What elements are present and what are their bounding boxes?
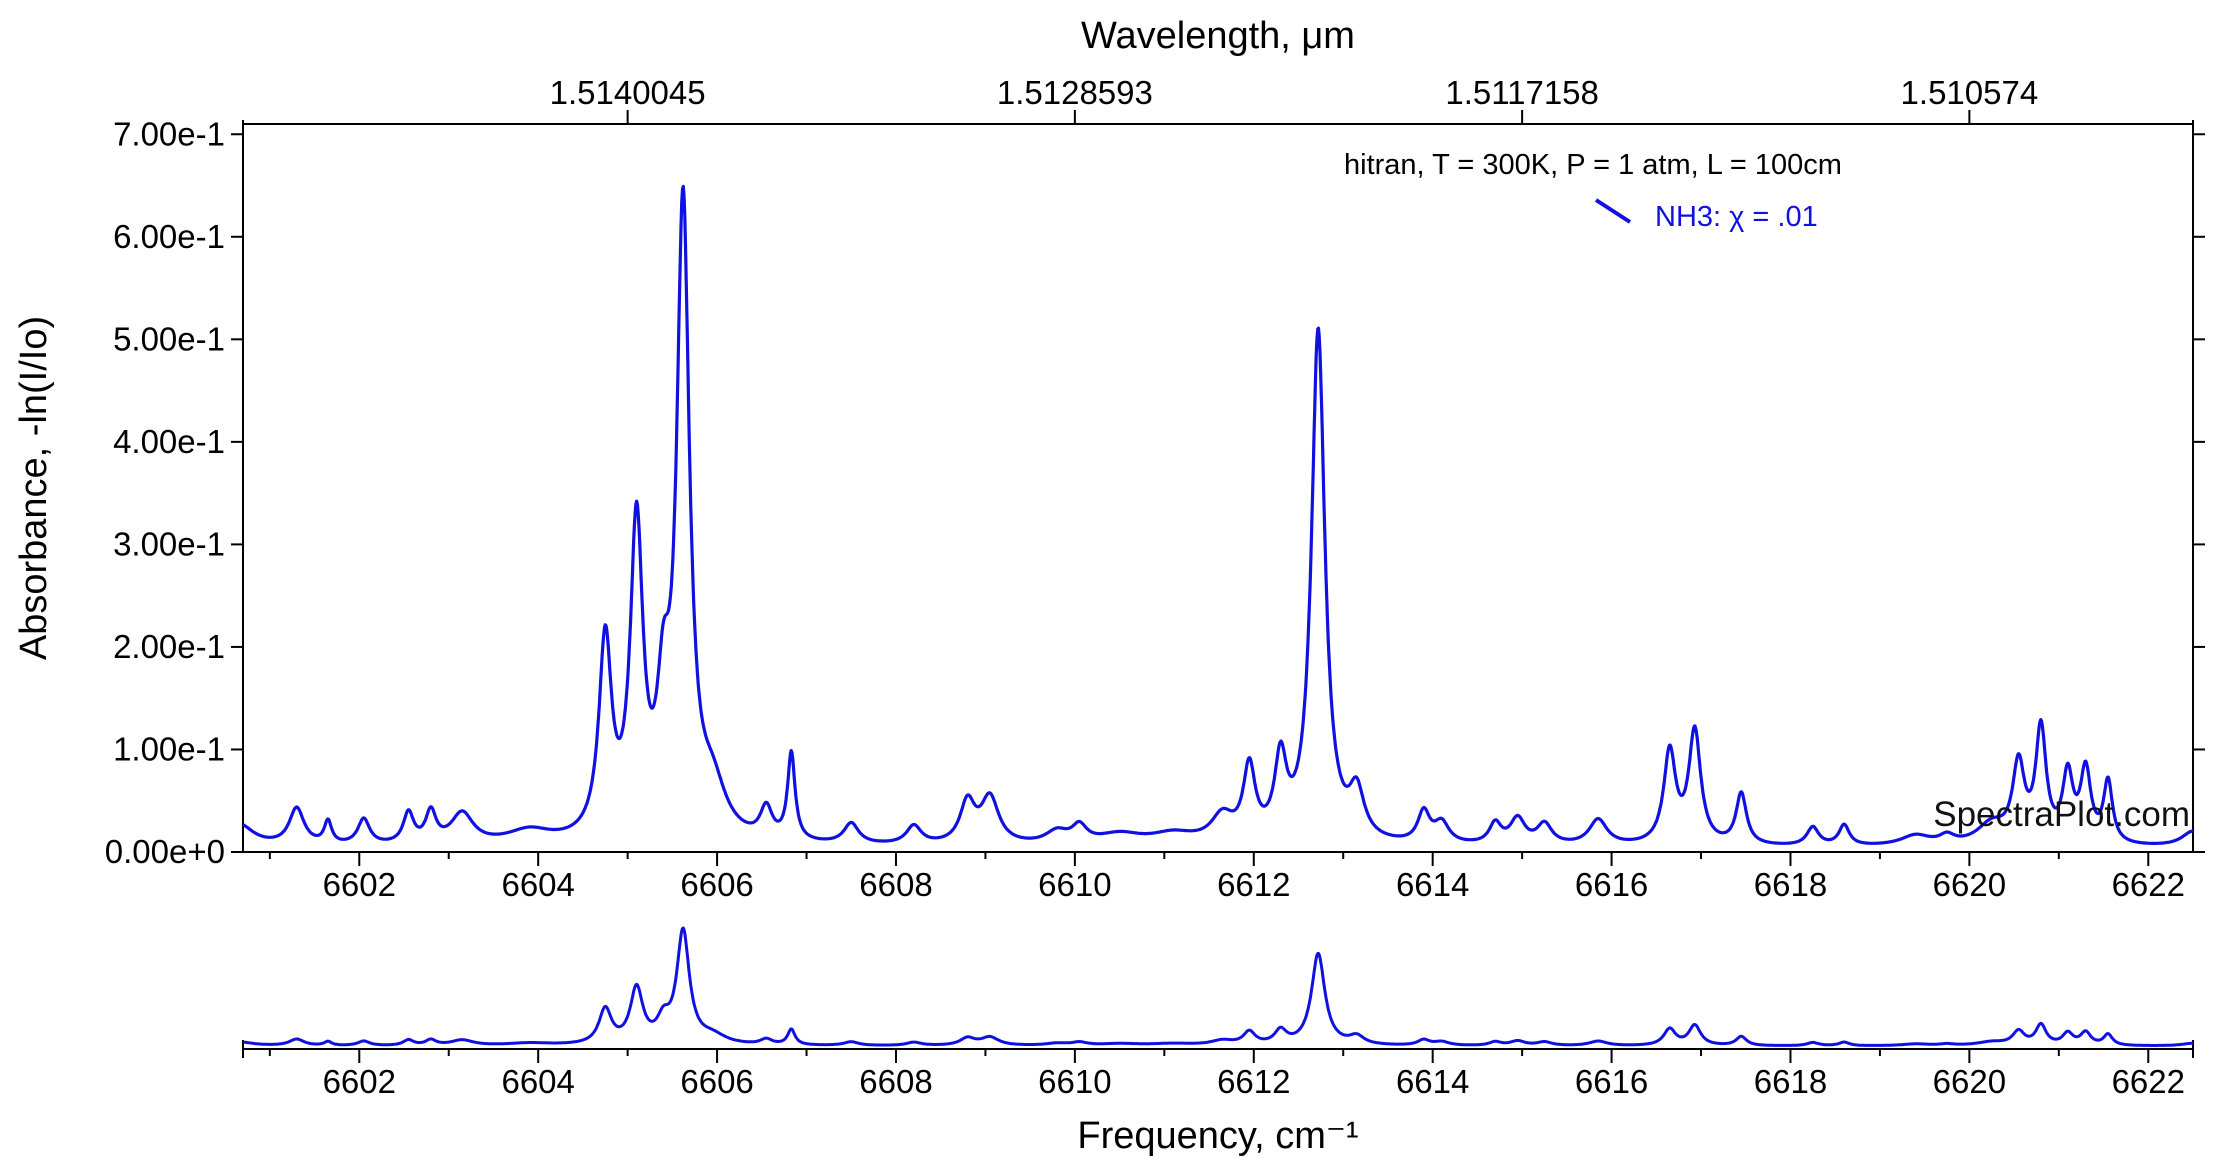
series-line-nh3 <box>242 184 2194 845</box>
x-axis-ticks-overview: 6602 6604 6606 6608 6610 6612 6614 6616 6618 6620… <box>268 1049 2185 1100</box>
x-tick-label: 6614 <box>1396 866 1469 903</box>
y-tick-label: 4.00e-1 <box>113 423 225 460</box>
x-tick-label: 6608 <box>859 866 932 903</box>
y-tick-label: 6.00e-1 <box>113 218 225 255</box>
watermark: SpectraPlot.com <box>1933 795 2190 834</box>
x-tick-label: 6608 <box>859 1063 932 1100</box>
legend-series-label: NH3: χ = .01 <box>1655 201 1818 233</box>
x-axis-title: Frequency, cm⁻¹ <box>1077 1115 1358 1157</box>
main-series-group <box>242 184 2194 845</box>
x-tick-label: 6602 <box>323 866 396 903</box>
y-tick-label: 1.00e-1 <box>113 730 225 767</box>
top-axis-ticks: 1.5140045 1.5128593 1.5117158 1.510574 <box>550 74 2039 124</box>
y-tick-label: 5.00e-1 <box>113 320 225 357</box>
top-axis-title: Wavelength, μm <box>1081 15 1355 57</box>
legend-header: hitran, T = 300K, P = 1 atm, L = 100cm <box>1344 149 1842 181</box>
top-tick-label: 1.510574 <box>1901 74 2039 111</box>
x-tick-label: 6622 <box>2112 866 2185 903</box>
x-tick-label: 6614 <box>1396 1063 1469 1100</box>
overview-series-group <box>242 926 2194 1047</box>
y-axis-title: Absorbance, -ln(I/Io) <box>13 316 55 660</box>
x-tick-label: 6616 <box>1575 866 1648 903</box>
x-tick-label: 6620 <box>1933 1063 2006 1100</box>
y-tick-label: 2.00e-1 <box>113 628 225 665</box>
x-tick-label: 6622 <box>2112 1063 2185 1100</box>
top-tick-label: 1.5117158 <box>1445 74 1599 111</box>
legend: hitran, T = 300K, P = 1 atm, L = 100cm N… <box>1344 149 1842 233</box>
x-tick-label: 6602 <box>323 1063 396 1100</box>
x-tick-label: 6612 <box>1217 866 1290 903</box>
x-tick-label: 6620 <box>1933 866 2006 903</box>
x-tick-label: 6606 <box>680 866 753 903</box>
x-tick-label: 6618 <box>1754 1063 1827 1100</box>
x-tick-label: 6604 <box>501 1063 574 1100</box>
y-tick-label: 3.00e-1 <box>113 525 225 562</box>
x-axis-ticks-main: 6602 6604 6606 6608 6610 6612 6614 6616 6618 6620… <box>268 852 2185 903</box>
y-axis-ticks: 0.00e+0 1.00e-1 2.00e-1 3.00e-1 4.00e-1 5.00e… <box>105 115 2205 870</box>
top-tick-label: 1.5128593 <box>997 74 1153 111</box>
overview-series-line <box>242 926 2194 1047</box>
main-plot-area <box>242 120 2194 853</box>
top-tick-label: 1.5140045 <box>550 74 706 111</box>
x-tick-label: 6610 <box>1038 1063 1111 1100</box>
x-tick-label: 6612 <box>1217 1063 1290 1100</box>
y-tick-label: 0.00e+0 <box>105 833 225 870</box>
legend-series-swatch <box>1594 198 1632 224</box>
x-tick-label: 6616 <box>1575 1063 1648 1100</box>
x-tick-label: 6618 <box>1754 866 1827 903</box>
x-tick-label: 6606 <box>680 1063 753 1100</box>
x-tick-label: 6610 <box>1038 866 1111 903</box>
x-tick-label: 6604 <box>501 866 574 903</box>
y-tick-label: 7.00e-1 <box>113 115 225 152</box>
